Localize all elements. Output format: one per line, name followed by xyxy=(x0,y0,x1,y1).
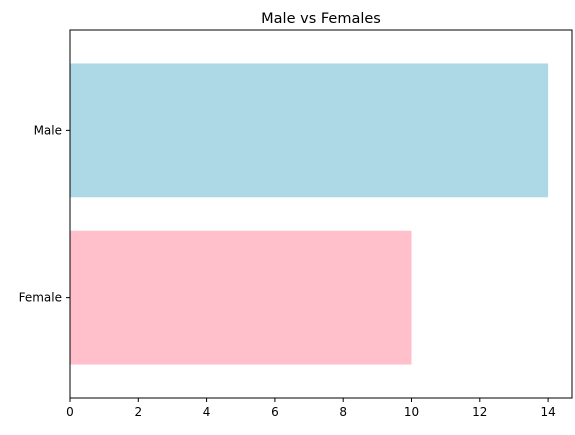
chart-title: Male vs Females xyxy=(261,11,381,27)
y-tick-label: Female xyxy=(19,291,62,305)
x-tick-label: 4 xyxy=(203,405,211,419)
x-tick-label: 12 xyxy=(472,405,487,419)
x-axis-ticks: 0 2 4 6 8 10 12 14 xyxy=(66,398,556,419)
x-tick-label: 2 xyxy=(134,405,142,419)
plot-frame xyxy=(69,29,573,399)
bars-group xyxy=(70,63,549,365)
bar-male xyxy=(70,63,549,198)
x-tick-label: 6 xyxy=(271,405,279,419)
x-tick-label: 0 xyxy=(66,405,74,419)
x-tick-label: 10 xyxy=(404,405,419,419)
x-tick-label: 14 xyxy=(540,405,555,419)
y-axis-ticks: Male Female xyxy=(19,123,70,305)
y-tick-label: Male xyxy=(34,123,62,137)
bar-female xyxy=(70,230,412,365)
x-tick-label: 8 xyxy=(339,405,347,419)
